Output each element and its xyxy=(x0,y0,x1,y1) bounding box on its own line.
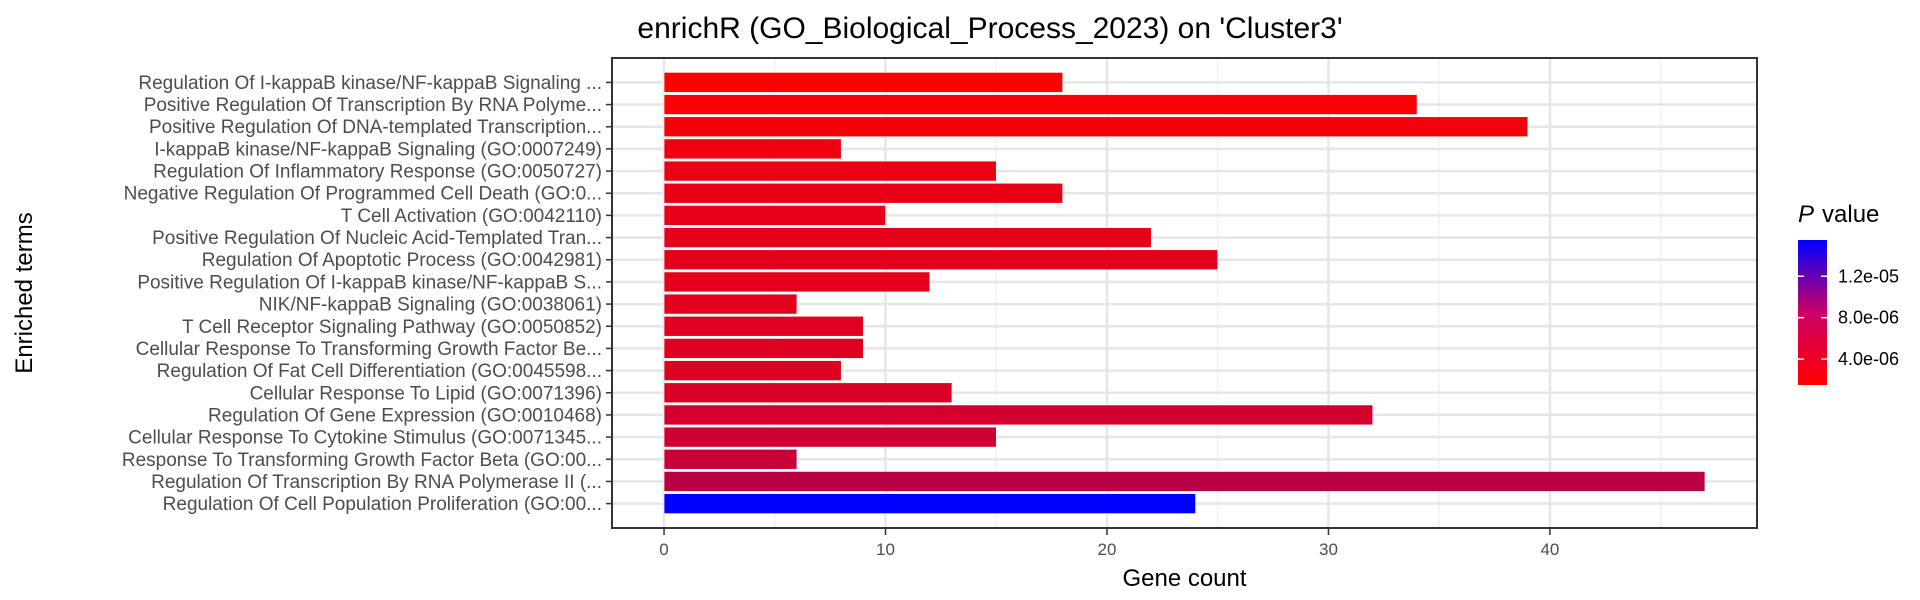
y-tick-label: Regulation Of Gene Expression (GO:001046… xyxy=(208,405,602,426)
legend-title-rest: value xyxy=(1822,201,1879,228)
y-tick-label: Response To Transforming Growth Factor B… xyxy=(122,450,602,471)
bar xyxy=(663,271,931,293)
y-tick-label: NIK/NF-kappaB Signaling (GO:0038061) xyxy=(259,295,602,316)
legend-color-bar xyxy=(1798,240,1827,385)
bar xyxy=(663,94,1418,115)
y-tick-label: Regulation Of Cell Population Proliferat… xyxy=(163,494,602,515)
bar xyxy=(663,72,1063,93)
bar xyxy=(663,382,953,404)
y-tick-label: T Cell Activation (GO:0042110) xyxy=(341,206,602,227)
bar xyxy=(663,493,1196,514)
y-tick-label: I-kappaB kinase/NF-kappaB Signaling (GO:… xyxy=(154,139,602,160)
bar xyxy=(663,404,1374,426)
y-tick-label: Regulation Of Inflammatory Response (GO:… xyxy=(153,162,602,183)
y-tick-label: Regulation Of Fat Cell Differentiation (… xyxy=(157,361,602,382)
legend-ticks: 1.2e-05 8.0e-06 4.0e-06 xyxy=(1798,266,1899,369)
y-tick-label: T Cell Receptor Signaling Pathway (GO:00… xyxy=(182,317,602,338)
bar xyxy=(663,315,864,337)
plot-panel xyxy=(611,57,1758,529)
bar xyxy=(663,471,1706,492)
x-tick-label: 0 xyxy=(659,540,668,559)
bar xyxy=(663,338,864,359)
bars xyxy=(663,72,1706,514)
legend-tick-label: 8.0e-06 xyxy=(1838,308,1899,328)
bar xyxy=(663,160,997,182)
bar xyxy=(663,138,842,160)
x-tick-label: 10 xyxy=(876,540,895,559)
x-axis-title: Gene count xyxy=(1122,565,1246,592)
y-tick-label: Cellular Response To Transforming Growth… xyxy=(136,339,602,360)
x-ticks: 0 10 20 30 40 xyxy=(659,528,1559,559)
y-tick-label: Regulation Of Apoptotic Process (GO:0042… xyxy=(202,250,602,271)
bar xyxy=(663,205,886,226)
bar xyxy=(663,293,798,315)
legend-tick-label: 4.0e-06 xyxy=(1838,349,1899,369)
bar xyxy=(663,360,842,381)
y-tick-label: Cellular Response To Cytokine Stimulus (… xyxy=(128,428,602,449)
bar xyxy=(663,249,1219,271)
y-tick-label: Positive Regulation Of DNA-templated Tra… xyxy=(149,117,602,138)
y-tick-labels: Regulation Of I-kappaB kinase/NF-kappaB … xyxy=(122,73,612,515)
x-tick-label: 20 xyxy=(1098,540,1117,559)
y-axis-title: Enriched terms xyxy=(11,212,38,373)
panel-border xyxy=(611,57,1758,529)
y-tick-label: Regulation Of I-kappaB kinase/NF-kappaB … xyxy=(138,73,602,94)
x-tick-label: 30 xyxy=(1319,540,1338,559)
y-tick-label: Positive Regulation Of Transcription By … xyxy=(144,95,602,116)
bar xyxy=(663,448,798,470)
legend-title-italic: P xyxy=(1798,201,1814,228)
bar xyxy=(663,227,1152,248)
bar xyxy=(663,182,1063,204)
bar xyxy=(663,116,1529,138)
y-tick-label: Positive Regulation Of I-kappaB kinase/N… xyxy=(137,272,602,293)
y-tick-label: Cellular Response To Lipid (GO:0071396) xyxy=(250,383,602,404)
legend-tick-label: 1.2e-05 xyxy=(1838,266,1899,286)
x-tick-label: 40 xyxy=(1540,540,1559,559)
bar xyxy=(663,426,997,448)
y-tick-label: Negative Regulation Of Programmed Cell D… xyxy=(124,184,602,205)
y-tick-label: Regulation Of Transcription By RNA Polym… xyxy=(151,472,602,493)
chart-title: enrichR (GO_Biological_Process_2023) on … xyxy=(637,12,1342,45)
y-tick-label: Positive Regulation Of Nucleic Acid-Temp… xyxy=(152,228,602,249)
